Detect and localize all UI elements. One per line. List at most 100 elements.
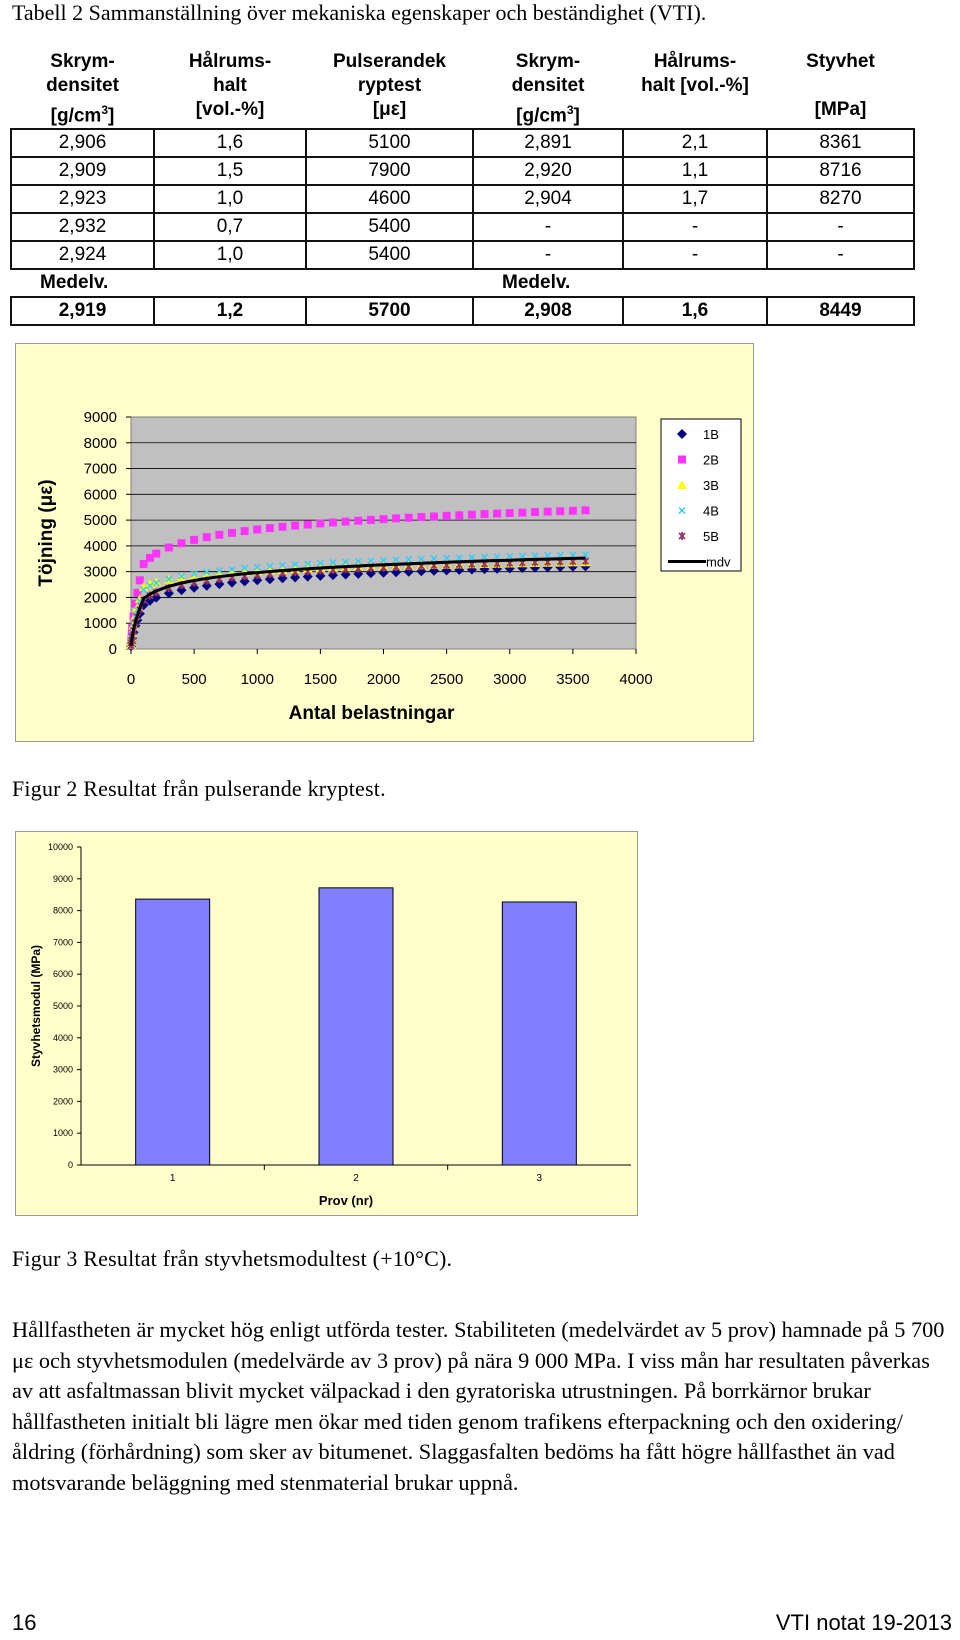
data-point [467,510,476,519]
data-point [190,570,198,578]
data-point [146,582,154,590]
data-point [241,564,249,572]
table-header-cell: Skrym-densitet [g/cm3] [11,50,154,129]
header-line: [MPa] [814,99,867,120]
data-point [354,516,363,525]
legend-label: mdv [706,555,731,570]
y-tick-label: 2000 [84,589,117,606]
mean-label-left: Medelv. [40,272,109,293]
y-axis-label: Styvhetsmodul (MPa) [29,945,43,1067]
header-line: Skrym- [50,51,115,72]
data-point [202,533,211,542]
data-point [531,552,539,560]
table-cell: 4600 [305,184,474,214]
data-point [177,539,186,548]
table-row: 2,923 1,0 4600 2,904 1,7 8270 [10,184,915,214]
x-tick-label: 4000 [619,671,652,688]
y-tick-label: 8000 [53,906,73,916]
y-tick-label: 4000 [53,1033,73,1043]
table-cell: 1,6 [153,128,307,158]
table-cell: - [622,212,768,242]
y-tick-label: 6000 [84,486,117,503]
data-point [215,530,224,539]
data-point [518,552,526,560]
data-point [404,513,413,522]
y-tick-label: 7000 [53,937,73,947]
data-point [240,527,249,536]
mean-label-right: Medelv. [502,272,571,293]
data-point [291,521,300,530]
y-tick-label: 8000 [84,435,117,452]
empty-cell [306,269,473,297]
mean-label-row: Medelv. Medelv. [11,269,914,297]
y-tick-label: 0 [109,641,117,658]
table-header-cell: Hålrums-halt [vol.-%] [154,50,306,129]
mean-cell: 5700 [305,296,474,326]
data-point [392,556,400,564]
data-point [677,480,687,489]
data-point [454,564,465,575]
table-caption: Tabell 2 Sammanställning över mekaniska … [12,0,707,25]
data-point [164,543,173,552]
figure2-caption: Figur 2 Resultat från pulserande kryptes… [12,776,386,801]
data-point [140,586,148,594]
header-line [623,98,767,122]
table-header-cell: Styvhet [MPa] [767,50,914,129]
data-point [504,563,515,574]
data-point [442,511,451,520]
y-tick-label: 7000 [84,461,117,478]
y-tick-label: 5000 [84,512,117,529]
data-point [201,569,212,579]
series-line [129,556,586,646]
table-cell: 2,1 [622,128,768,158]
y-tick-label: 5000 [53,1001,73,1011]
x-tick-label: 2 [353,1173,359,1184]
header-line: halt [vol.-%] [641,75,749,96]
data-point [530,562,540,573]
table-cell: 2,909 [10,156,155,186]
table-cell: 1,5 [153,156,307,186]
table-cell: 1,0 [153,240,307,270]
table-cell: 2,923 [10,184,155,214]
data-point [678,532,686,540]
data-point [455,511,464,520]
x-tick-label: 3000 [493,671,526,688]
y-tick-label: 1000 [84,615,117,632]
data-point [468,553,476,561]
table-cell: 8716 [766,156,915,186]
stiffness-chart: 0 1000 2000 3000 4000 5000 6000 7000 8000 9000 100… [29,842,631,1208]
x-axis-label: Antal belastningar [289,703,455,724]
data-point [677,429,687,439]
data-point [152,579,160,587]
data-point [265,524,274,533]
publication-footer: VTI notat 19-2013 [775,1610,952,1635]
data-point [214,579,225,590]
header-line: [vol.-%] [195,99,265,120]
x-tick-label: 1 [170,1173,176,1184]
data-point [329,559,337,567]
data-point [567,561,578,572]
legend: 1B 2B 3B 4B 5B mdv [660,418,742,572]
data-point [253,525,262,534]
y-tick-label: 10000 [48,842,73,852]
legend-label: 3B [703,478,719,493]
data-point [366,515,375,524]
x-tick-label: 2500 [430,671,463,688]
data-point [316,519,325,528]
table-cell: 1,7 [622,184,768,214]
data-point [165,575,173,583]
data-point [163,588,174,599]
y-tick-label: 3000 [53,1065,73,1075]
table-cell: - [766,212,915,242]
table-header-cell: Skrym-densitet [g/cm3] [473,50,623,129]
data-point [555,561,566,572]
x-tick-label: 1000 [241,671,274,688]
table-cell: 8361 [766,128,915,158]
empty-cell [767,269,914,297]
table-row: 2,932 0,7 5400- - - [10,212,915,242]
table-cell: 8270 [766,184,915,214]
data-point [493,553,501,561]
y-tick-label: 9000 [84,409,117,426]
data-point [316,559,324,567]
data-point [518,508,527,517]
